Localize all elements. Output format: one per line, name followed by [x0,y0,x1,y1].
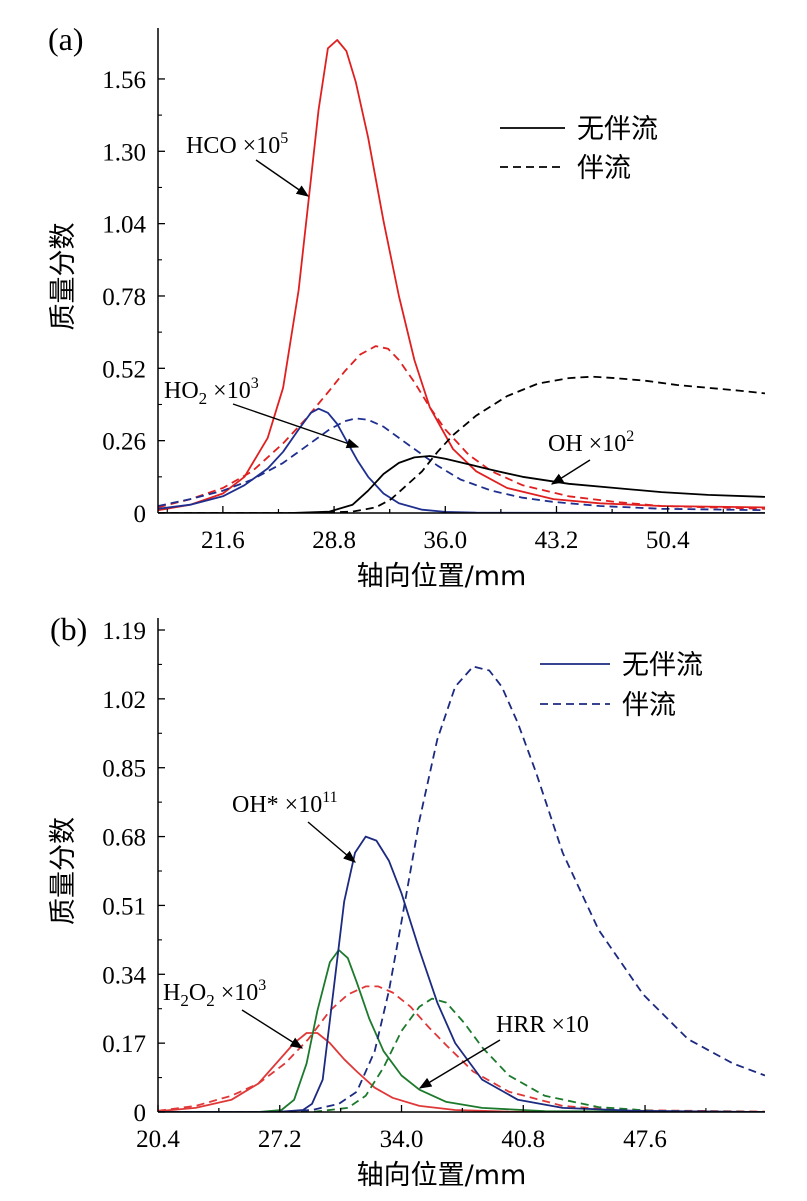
series-line-2-solid [158,407,765,513]
y-tick-label: 0.26 [102,429,146,456]
annotation-arrow [550,459,591,485]
series-group [158,39,765,513]
y-axis-title: 质量分数 [48,817,79,925]
y-tick-label: 0.68 [102,825,146,852]
x-tick-label: 47.6 [623,1126,667,1153]
annotation-arrow [418,1039,501,1089]
y-tick-label: 1.56 [102,67,146,94]
x-tick-label: 50.4 [646,527,690,554]
annotation-label: H2O2 ×103 [163,977,266,1010]
y-tick-label: 0 [134,501,147,528]
series-line-4-solid [158,835,765,1112]
series-line-0-solid [158,39,765,512]
x-tick-label: 21.6 [201,527,245,554]
annotation-label: HRR ×10 [496,1012,589,1038]
series-line-3-dashed [158,417,765,512]
y-axis-title: 质量分数 [48,223,79,331]
y-tick-label: 0.51 [102,893,146,920]
annotation-arrow [255,159,310,197]
x-axis-title: 轴向位置/mm [357,1160,527,1191]
y-tick-label: 0.85 [102,756,146,783]
series-line-4-solid [158,455,765,513]
legend-label: 无伴流 [577,114,658,145]
legend-label: 伴流 [622,690,676,721]
annotation-label: HO2 ×103 [164,375,259,408]
panel-label: (b) [50,611,87,647]
x-tick-label: 27.2 [258,1126,302,1153]
x-axis-title: 轴向位置/mm [357,561,527,592]
y-tick-label: 0 [134,1100,147,1127]
series-line-2-solid [158,949,765,1112]
x-tick-label: 28.8 [312,527,356,554]
x-tick-label: 34.0 [380,1126,424,1153]
y-tick-label: 0.52 [102,356,146,383]
x-tick-label: 20.4 [136,1126,180,1153]
chart-panel-a: 0 0.26 0.52 0.78 1.04 1.30 1.56 21.6 28.8 36.0 43.… [48,21,765,592]
series-line-1-dashed [158,985,765,1112]
y-tick-label: 1.19 [102,618,146,645]
annotation-arrow [232,403,360,449]
chart-panel-b: 0 0.17 0.34 0.51 0.68 0.85 1.02 1.19 20.4 27.2 34.… [48,611,765,1191]
series-line-3-dashed [158,997,765,1112]
series-line-0-solid [158,1032,765,1112]
y-tick-label: 1.30 [102,139,146,166]
y-tick-label: 0.78 [102,284,146,311]
series-line-1-dashed [158,345,765,510]
series-line-5-dashed [158,375,765,513]
legend-label: 伴流 [577,153,631,184]
x-tick-label: 36.0 [423,527,467,554]
annotation-label: HCO ×105 [186,130,288,159]
series-group [158,665,765,1112]
annotation-label: OH* ×1011 [232,789,338,818]
y-tick-label: 0.34 [102,962,146,989]
series-line-5-dashed [158,665,765,1112]
annotation-arrow [307,821,356,863]
y-tick-label: 1.02 [102,687,146,714]
annotation-arrow [241,1009,304,1049]
x-tick-label: 40.8 [501,1126,545,1153]
x-tick-label: 43.2 [535,527,579,554]
panel-label: (a) [48,21,84,57]
y-tick-label: 1.04 [102,212,146,239]
annotation-label: OH ×102 [548,428,634,457]
y-tick-label: 0.17 [102,1031,146,1058]
legend-label: 无伴流 [622,650,703,681]
